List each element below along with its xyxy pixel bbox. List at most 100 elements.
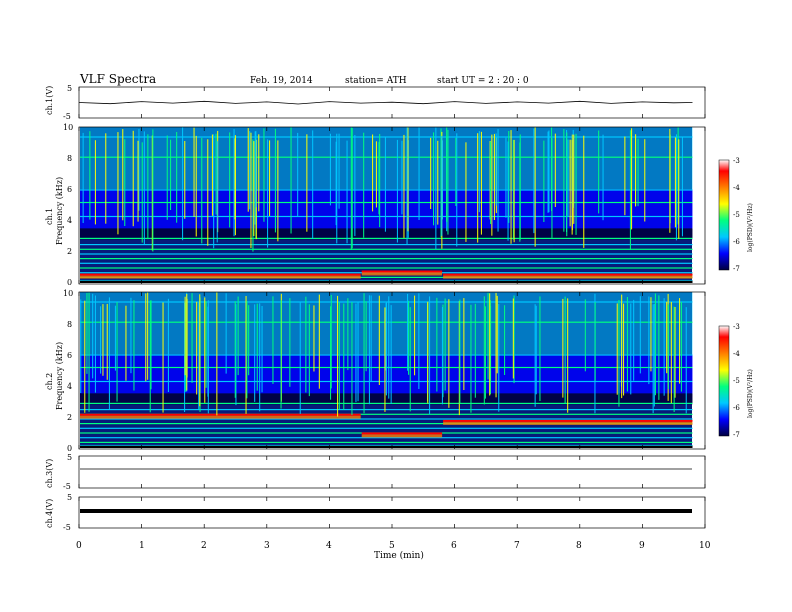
ch1-freq-line: [80, 258, 693, 260]
ch1-burst: [379, 134, 381, 228]
x-axis: 0 1 2 3 4 5 6 7 8 9 10 Time (min): [76, 541, 711, 561]
ch1-ylabel-line: ch.1: [45, 208, 54, 225]
ch1-burst: [147, 134, 149, 240]
ch2-burst: [618, 300, 620, 407]
ch1-ytick-0: 0: [67, 278, 72, 287]
time-tick-marks: [78, 87, 706, 528]
ch2-burst: [92, 293, 94, 379]
ch1-burst: [491, 134, 493, 236]
ch1-mid-band: [80, 189, 693, 229]
ch2-burst: [562, 298, 564, 398]
ch2-burst: [658, 295, 660, 400]
ch2-freq-line: [80, 301, 693, 303]
figure-date: Feb. 19, 2014: [250, 76, 313, 86]
ch2-freq-line: [80, 427, 693, 429]
ch2-burst: [108, 297, 110, 410]
ch1-burst: [495, 133, 497, 206]
ch1-burst: [94, 140, 96, 225]
ch1-burst: [583, 135, 585, 248]
ch1-burst: [567, 139, 569, 216]
ch1-ytick-6: 6: [67, 185, 72, 194]
ch1-burst: [401, 140, 403, 215]
ch1-burst: [193, 127, 195, 217]
ch2-burst: [584, 299, 586, 372]
ch2-burst: [330, 294, 332, 389]
ch1-low-band-glow-2: [443, 275, 693, 279]
ch1-burst: [534, 127, 536, 247]
ch2-burst: [191, 293, 193, 383]
ch1-burst: [263, 128, 265, 222]
ch1-burst: [253, 141, 255, 237]
ch2-floor: [80, 445, 693, 448]
ch2-burst: [623, 303, 625, 396]
ch1-waveform-line: [78, 100, 693, 105]
ch2-burst: [621, 294, 623, 399]
ch2-burst: [318, 294, 320, 389]
ch2-burst: [162, 302, 164, 413]
ch2-freq-line: [80, 441, 693, 443]
ch1-freq-line: [80, 279, 693, 282]
ch1-burst: [507, 141, 509, 241]
ch3-waveform-panel: 5 -5 ch.3(V): [45, 453, 706, 491]
ch1-burst: [433, 132, 435, 226]
ch2-burst: [512, 298, 514, 379]
ch3-ylabel: ch.3(V): [45, 459, 54, 488]
ch1-freq-line: [80, 244, 693, 246]
figure-station: station= ATH: [345, 76, 407, 86]
ch2-ytick-2: 2: [67, 413, 72, 422]
ch1-burst: [480, 131, 482, 235]
ch2-burst: [106, 303, 108, 380]
ch2-burst: [355, 303, 357, 403]
ch2-burst: [216, 292, 218, 416]
ch1-burst: [255, 131, 257, 208]
ch2-burst: [407, 293, 409, 371]
ch2-burst: [199, 294, 201, 407]
ch2-burst: [463, 298, 465, 390]
ch2-burst: [429, 296, 431, 415]
ch2-burst: [679, 298, 681, 384]
ch2-burst: [248, 305, 250, 376]
ch1-burst: [229, 132, 231, 228]
ch1-burst: [512, 139, 514, 240]
ch1-spectrogram-ylabel: ch.1 Frequency (kHz): [45, 177, 64, 245]
ch1-low-band-2: [443, 273, 693, 276]
ch1-freq-line: [80, 262, 693, 264]
ch1-burst: [277, 140, 279, 242]
ch1-burst: [446, 127, 448, 222]
ch2-burst: [487, 292, 489, 380]
ch2-freq-line: [80, 409, 693, 411]
ch2-burst: [205, 301, 207, 388]
ch1-burst: [122, 129, 124, 221]
ch2-burst: [680, 301, 682, 392]
ch1-burst: [551, 127, 553, 212]
ch1-burst: [543, 140, 545, 222]
ch2-freq-line: [80, 413, 693, 415]
ch1-burst: [354, 135, 356, 237]
ch2-freq-line: [80, 402, 693, 404]
ch2-burst: [86, 293, 88, 374]
ch2-ytick-6: 6: [67, 351, 72, 360]
ch1-burst: [143, 131, 145, 245]
ch2-low-band-1: [361, 432, 443, 435]
ch2-burst: [483, 296, 485, 405]
ch1-burst: [403, 134, 405, 238]
ch1-burst: [363, 132, 365, 238]
ch1-burst: [250, 132, 252, 248]
ch2-freq-line: [80, 437, 693, 439]
ch1-burst: [490, 141, 492, 224]
ch1-freq-line: [80, 156, 693, 158]
ch2-burst: [616, 303, 618, 395]
ch1-burst: [566, 132, 568, 237]
ch2-burst: [102, 304, 104, 376]
ch2-burst: [441, 307, 443, 405]
xtick-9: 9: [639, 541, 645, 551]
ch2-burst: [667, 304, 669, 389]
ch1-burst: [571, 140, 573, 235]
ch1-freq-line: [80, 189, 693, 191]
ch1-spectrogram-image: [80, 127, 693, 283]
ch2-burst: [504, 305, 506, 375]
ch2-low-band-glow-1: [361, 434, 443, 438]
xtick-6: 6: [451, 541, 457, 551]
ch2-burst: [390, 305, 392, 404]
xtick-1: 1: [139, 541, 145, 551]
